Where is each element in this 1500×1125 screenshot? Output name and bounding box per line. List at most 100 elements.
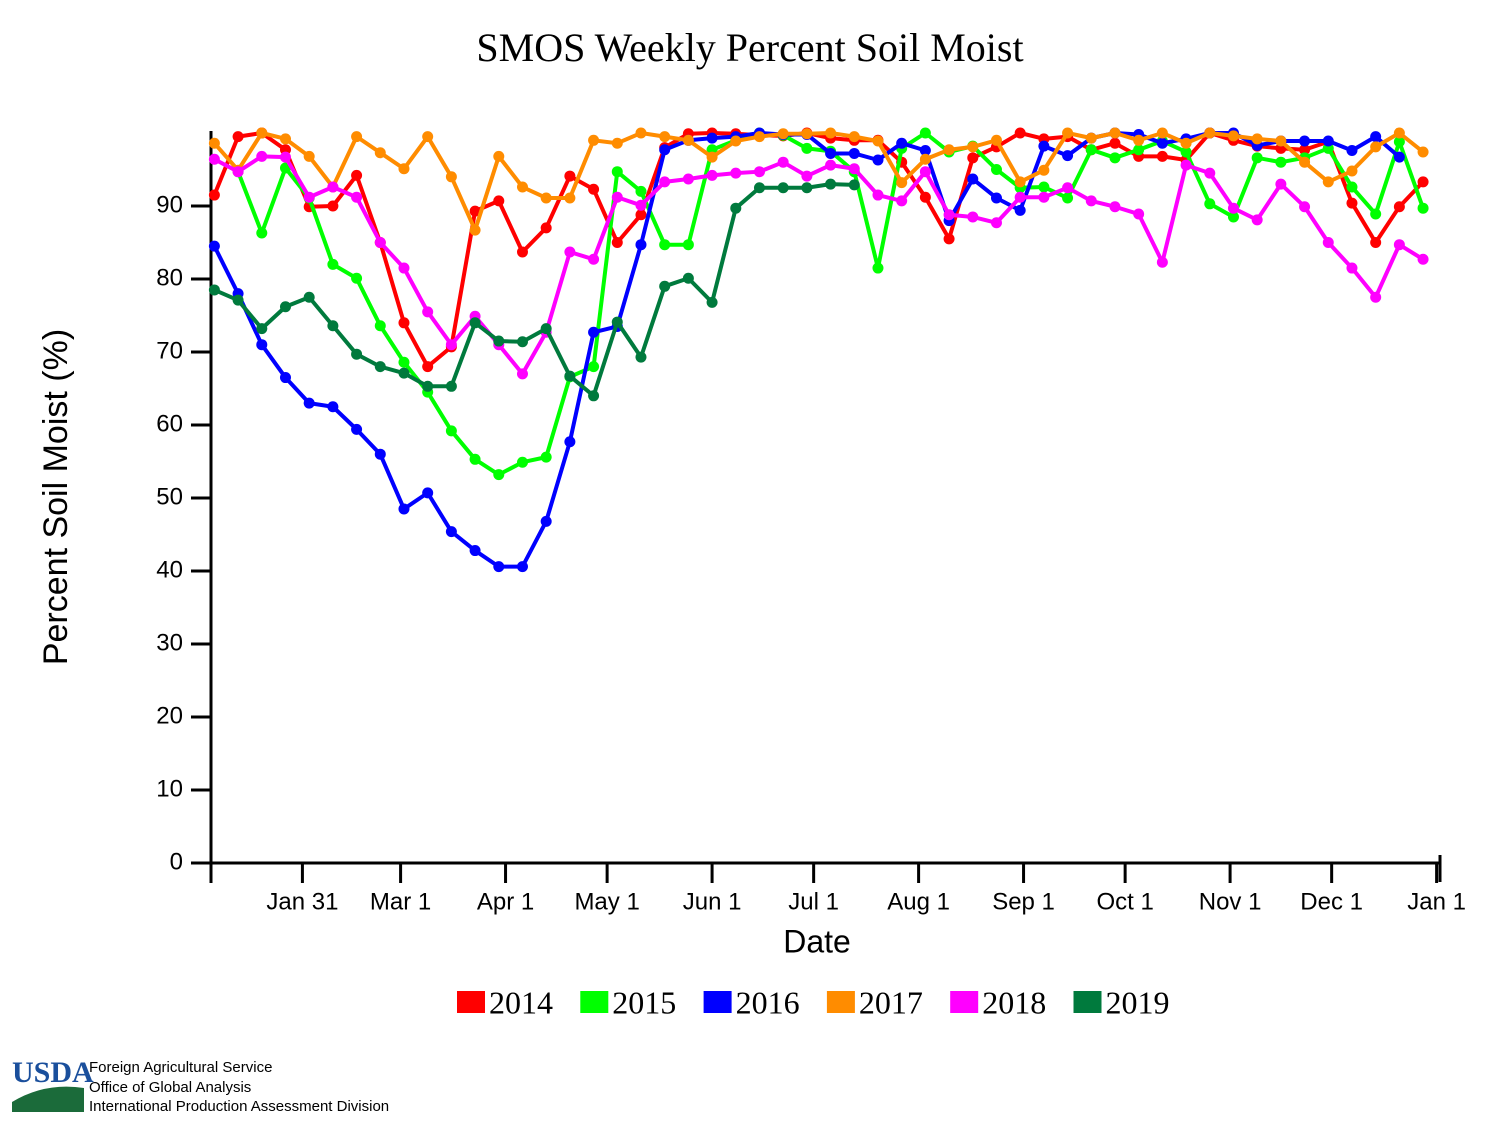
point <box>682 272 694 284</box>
point <box>1370 208 1382 220</box>
y-tick-label: 20 <box>156 702 183 729</box>
point <box>208 240 220 252</box>
point <box>588 134 600 146</box>
point <box>279 133 291 145</box>
x-tick-label: Jan 31 <box>266 888 338 915</box>
point <box>493 195 505 207</box>
legend-swatch <box>826 991 855 1013</box>
point <box>256 150 268 162</box>
point <box>1180 159 1192 171</box>
point <box>398 262 410 274</box>
legend-label: 2016 <box>736 984 800 1020</box>
point <box>469 545 481 557</box>
point <box>872 154 884 166</box>
point <box>1322 176 1334 188</box>
series-line <box>212 131 1425 369</box>
series-line <box>212 131 1401 569</box>
point <box>919 191 931 203</box>
footer-line: Foreign Agricultural Service <box>89 1059 272 1076</box>
legend-label: 2018 <box>982 984 1046 1020</box>
point <box>445 425 457 437</box>
point <box>422 361 434 373</box>
point <box>445 171 457 183</box>
y-tick-label: 10 <box>156 775 183 802</box>
point <box>1133 144 1145 156</box>
x-tick-label: Sep 1 <box>992 888 1055 915</box>
point <box>208 189 220 201</box>
point <box>588 326 600 338</box>
point <box>967 152 979 164</box>
point <box>279 301 291 313</box>
point <box>1109 137 1121 149</box>
point <box>659 239 671 251</box>
point <box>516 368 528 380</box>
point <box>256 339 268 351</box>
point <box>1227 130 1239 142</box>
point <box>682 173 694 185</box>
legend-swatch <box>1073 991 1102 1013</box>
point <box>825 178 837 190</box>
y-axis-label: Percent Soil Moist (%) <box>37 329 75 665</box>
point <box>374 147 386 159</box>
point <box>540 451 552 463</box>
point <box>351 423 363 435</box>
point <box>1370 291 1382 303</box>
point <box>753 166 765 178</box>
point <box>374 448 386 460</box>
point <box>1180 146 1192 158</box>
point <box>279 372 291 384</box>
point <box>327 320 339 332</box>
point <box>825 127 837 139</box>
point <box>1393 127 1405 139</box>
point <box>1251 133 1263 145</box>
x-tick-label: May 1 <box>574 888 639 915</box>
point <box>398 503 410 515</box>
x-tick-label: Aug 1 <box>887 888 950 915</box>
point <box>706 151 718 163</box>
point <box>564 192 576 204</box>
point <box>990 217 1002 229</box>
footer-line: Office of Global Analysis <box>89 1079 251 1096</box>
point <box>398 163 410 175</box>
point <box>1062 192 1074 204</box>
point <box>374 361 386 373</box>
x-axis-label: Date <box>783 923 851 959</box>
point <box>943 144 955 156</box>
point <box>872 135 884 147</box>
point <box>327 258 339 270</box>
point <box>398 356 410 368</box>
point <box>1322 237 1334 248</box>
point <box>208 153 220 165</box>
point <box>1062 182 1074 194</box>
point <box>256 227 268 239</box>
point <box>588 390 600 402</box>
point <box>801 170 813 182</box>
point <box>730 167 742 179</box>
point <box>919 166 931 178</box>
point <box>232 131 244 143</box>
point <box>659 176 671 188</box>
point <box>1227 211 1239 223</box>
point <box>588 361 600 373</box>
point <box>848 131 860 143</box>
point <box>1417 146 1429 158</box>
point <box>919 145 931 157</box>
y-tick-label: 80 <box>156 264 183 291</box>
y-tick-label: 0 <box>170 848 183 875</box>
point <box>848 179 860 191</box>
point <box>516 561 528 573</box>
x-tick-label: Jan 1 <box>1407 888 1466 915</box>
point <box>659 131 671 143</box>
point <box>919 153 931 165</box>
point <box>1038 181 1050 193</box>
point <box>872 189 884 201</box>
x-tick-label: Jun 1 <box>683 888 742 915</box>
legend-label: 2017 <box>859 984 923 1020</box>
point <box>564 170 576 182</box>
point <box>1393 136 1405 148</box>
point <box>422 487 434 499</box>
point <box>327 401 339 413</box>
point <box>493 469 505 481</box>
point <box>635 199 647 211</box>
